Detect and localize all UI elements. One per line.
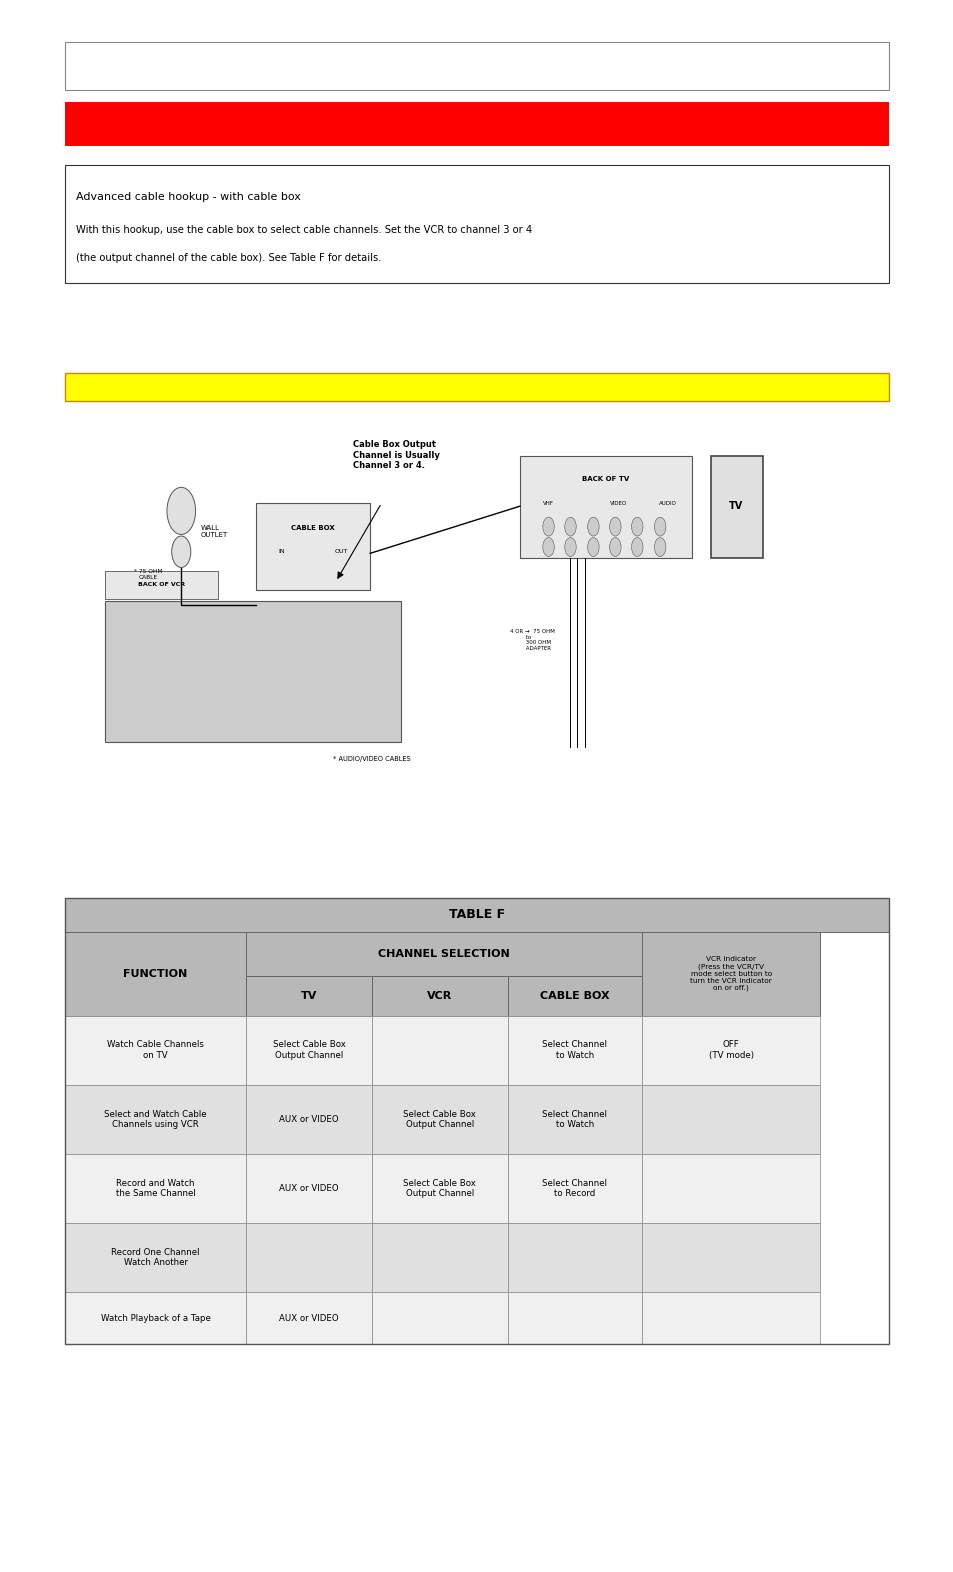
Bar [246,1292,372,1344]
Bar [65,1292,246,1344]
Text: Record One Channel
Watch Another: Record One Channel Watch Another [112,1248,199,1267]
Text: Select Cable Box
Output Channel: Select Cable Box Output Channel [403,1179,476,1198]
Text: AUX or VIDEO: AUX or VIDEO [279,1115,338,1124]
Text: WALL
OUTLET: WALL OUTLET [200,525,228,538]
Bar [372,1292,507,1344]
Text: OUT: OUT [335,549,348,555]
Bar [507,1154,641,1223]
Bar [65,1223,246,1292]
Bar [65,102,888,146]
Circle shape [654,517,665,536]
Circle shape [654,538,665,556]
Text: TV: TV [729,501,742,511]
Bar [246,1154,372,1223]
Text: Watch Playback of a Tape: Watch Playback of a Tape [100,1314,211,1322]
Circle shape [609,538,620,556]
Bar [372,1223,507,1292]
Text: 4 OR →  75 OHM
         to
         300 OHM
         ADAPTER: 4 OR → 75 OHM to 300 OHM ADAPTER [510,629,555,651]
Text: BACK OF VCR: BACK OF VCR [137,582,185,588]
Bar [507,1016,641,1085]
Text: Select Cable Box
Output Channel: Select Cable Box Output Channel [403,1110,476,1129]
Circle shape [587,538,598,556]
Circle shape [172,536,191,567]
Text: CHANNEL SELECTION: CHANNEL SELECTION [377,949,510,959]
Text: TABLE F: TABLE F [449,909,504,921]
Circle shape [564,517,576,536]
Text: VHF: VHF [542,500,554,506]
Text: * 75 OHM
CABLE: * 75 OHM CABLE [133,569,162,580]
Bar [255,503,370,590]
Bar [65,1154,246,1223]
Bar [65,898,888,932]
Bar [641,932,820,1016]
Bar [641,1223,820,1292]
Text: CABLE BOX: CABLE BOX [291,525,335,531]
Bar [65,898,888,1344]
Bar [65,165,888,283]
Bar [710,456,762,558]
Bar [641,1016,820,1085]
Circle shape [631,517,642,536]
Bar [372,1154,507,1223]
Bar [507,976,641,1016]
Bar [105,601,400,742]
Bar [507,1223,641,1292]
Text: Advanced cable hookup - with cable box: Advanced cable hookup - with cable box [76,192,301,201]
Bar [641,1154,820,1223]
Text: Select Channel
to Watch: Select Channel to Watch [541,1110,607,1129]
Circle shape [631,538,642,556]
Circle shape [167,487,195,534]
Bar [519,456,691,558]
Text: VCR indicator
(Press the VCR/TV
mode select button to
turn the VCR indicator
on : VCR indicator (Press the VCR/TV mode sel… [690,956,771,992]
Text: Watch Cable Channels
on TV: Watch Cable Channels on TV [107,1041,204,1060]
Text: OFF
(TV mode): OFF (TV mode) [708,1041,753,1060]
Circle shape [542,538,554,556]
Text: Select and Watch Cable
Channels using VCR: Select and Watch Cable Channels using VC… [104,1110,207,1129]
Circle shape [587,517,598,536]
Bar [65,373,888,401]
Bar [507,1292,641,1344]
Circle shape [609,517,620,536]
Bar [641,1085,820,1154]
Bar [65,932,246,1016]
Bar [246,1223,372,1292]
Bar [246,1085,372,1154]
Text: Select Channel
to Watch: Select Channel to Watch [541,1041,607,1060]
Bar [372,976,507,1016]
Bar [65,42,888,90]
Bar [246,932,641,976]
Text: VIDEO: VIDEO [609,500,626,506]
Text: Cable Box Output
Channel is Usually
Channel 3 or 4.: Cable Box Output Channel is Usually Chan… [353,440,439,470]
Text: CABLE BOX: CABLE BOX [539,990,609,1001]
Text: With this hookup, use the cable box to select cable channels. Set the VCR to cha: With this hookup, use the cable box to s… [76,225,532,234]
Text: Record and Watch
the Same Channel: Record and Watch the Same Channel [115,1179,195,1198]
Text: TV: TV [300,990,317,1001]
Bar [372,1016,507,1085]
Text: AUX or VIDEO: AUX or VIDEO [279,1184,338,1193]
Bar [65,1085,246,1154]
Bar [641,1292,820,1344]
Text: * AUDIO/VIDEO CABLES: * AUDIO/VIDEO CABLES [333,756,411,762]
Bar [372,1085,507,1154]
Text: AUX or VIDEO: AUX or VIDEO [279,1314,338,1322]
Text: FUNCTION: FUNCTION [123,968,188,979]
Bar [65,1016,246,1085]
Bar [246,976,372,1016]
Circle shape [542,517,554,536]
Text: VCR: VCR [427,990,452,1001]
Text: Select Cable Box
Output Channel: Select Cable Box Output Channel [273,1041,345,1060]
Text: IN: IN [278,549,284,555]
Bar [246,1016,372,1085]
Text: BACK OF TV: BACK OF TV [581,476,629,483]
Text: AUDIO: AUDIO [659,500,676,506]
Circle shape [564,538,576,556]
Text: (the output channel of the cable box). See Table F for details.: (the output channel of the cable box). S… [76,253,381,263]
Text: Select Channel
to Record: Select Channel to Record [541,1179,607,1198]
Bar [105,571,217,599]
Bar [507,1085,641,1154]
